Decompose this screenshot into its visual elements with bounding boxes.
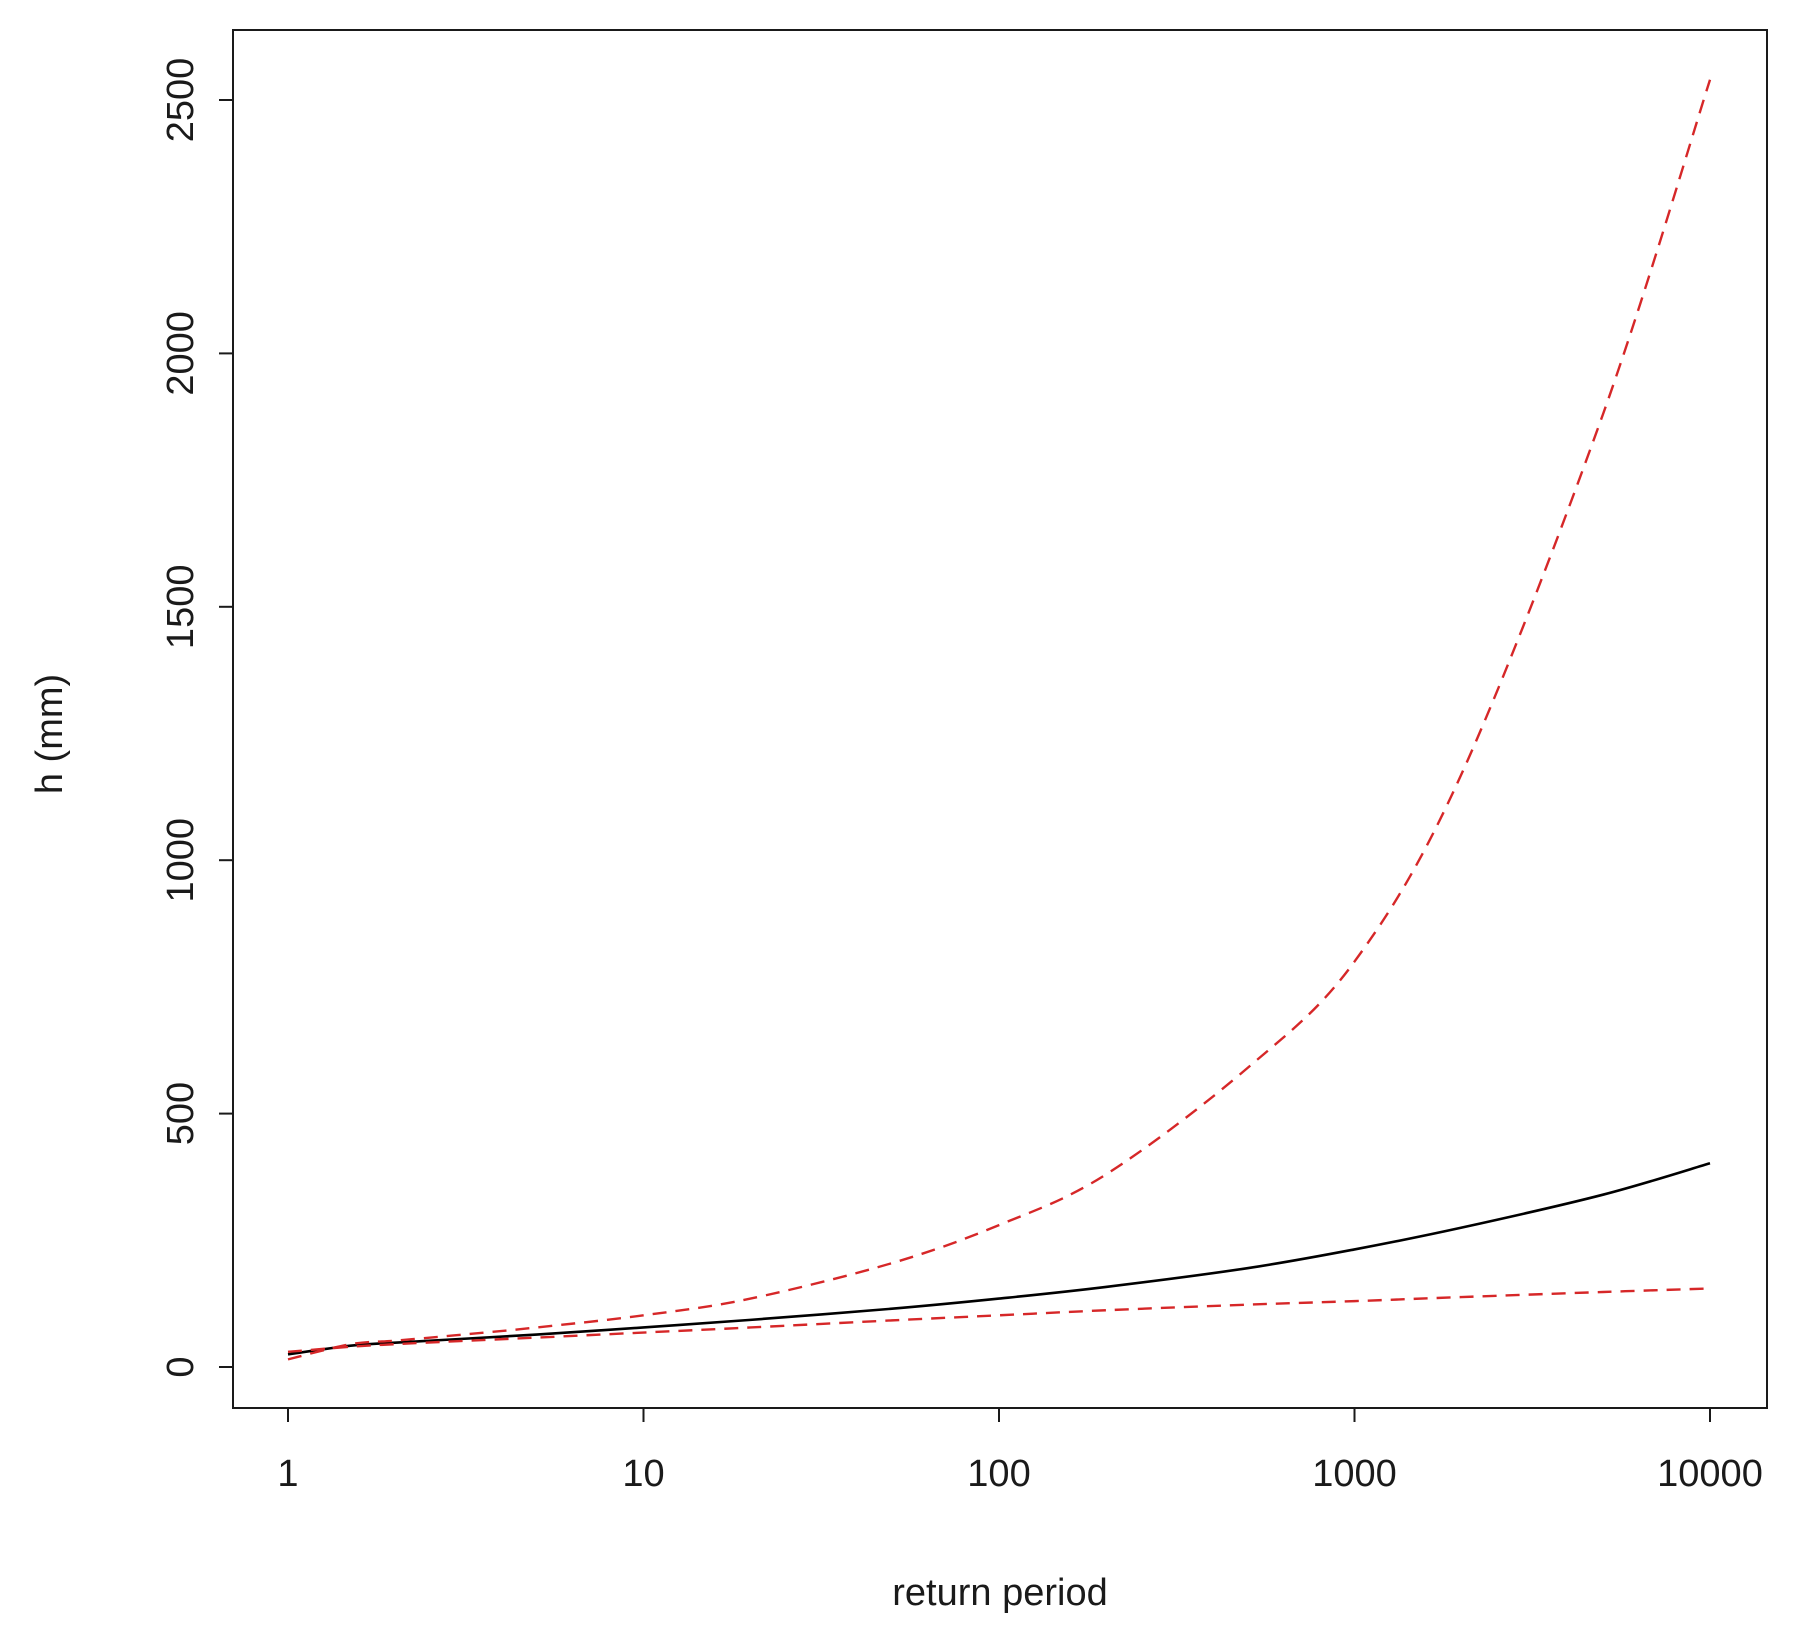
- y-tick-label: 2500: [160, 58, 202, 143]
- series-layer: [287, 79, 1712, 1361]
- lower-bound-curve: [287, 1287, 1711, 1353]
- y-tick-label: 1500: [160, 565, 202, 650]
- x-tick-label: 1: [277, 1453, 298, 1495]
- x-axis: 1 10 100 1000 10000: [277, 1407, 1763, 1495]
- y-tick-label: 0: [160, 1356, 202, 1377]
- x-tick-label: 10000: [1657, 1453, 1763, 1495]
- y-tick-label: 500: [160, 1082, 202, 1145]
- y-axis: 0 500 1000 1500 2000 2500: [160, 58, 234, 1378]
- x-axis-title: return period: [892, 1572, 1107, 1614]
- x-tick-label: 1000: [1312, 1453, 1397, 1495]
- estimate-curve: [287, 1162, 1711, 1356]
- y-tick-label: 1000: [160, 818, 202, 903]
- x-tick-label: 100: [967, 1453, 1030, 1495]
- x-tick-label: 10: [622, 1453, 664, 1495]
- upper-bound-curve: [287, 79, 1712, 1361]
- y-tick-label: 2000: [160, 311, 202, 396]
- plot-frame: [232, 29, 1768, 1409]
- y-axis-title: h (mm): [29, 674, 71, 794]
